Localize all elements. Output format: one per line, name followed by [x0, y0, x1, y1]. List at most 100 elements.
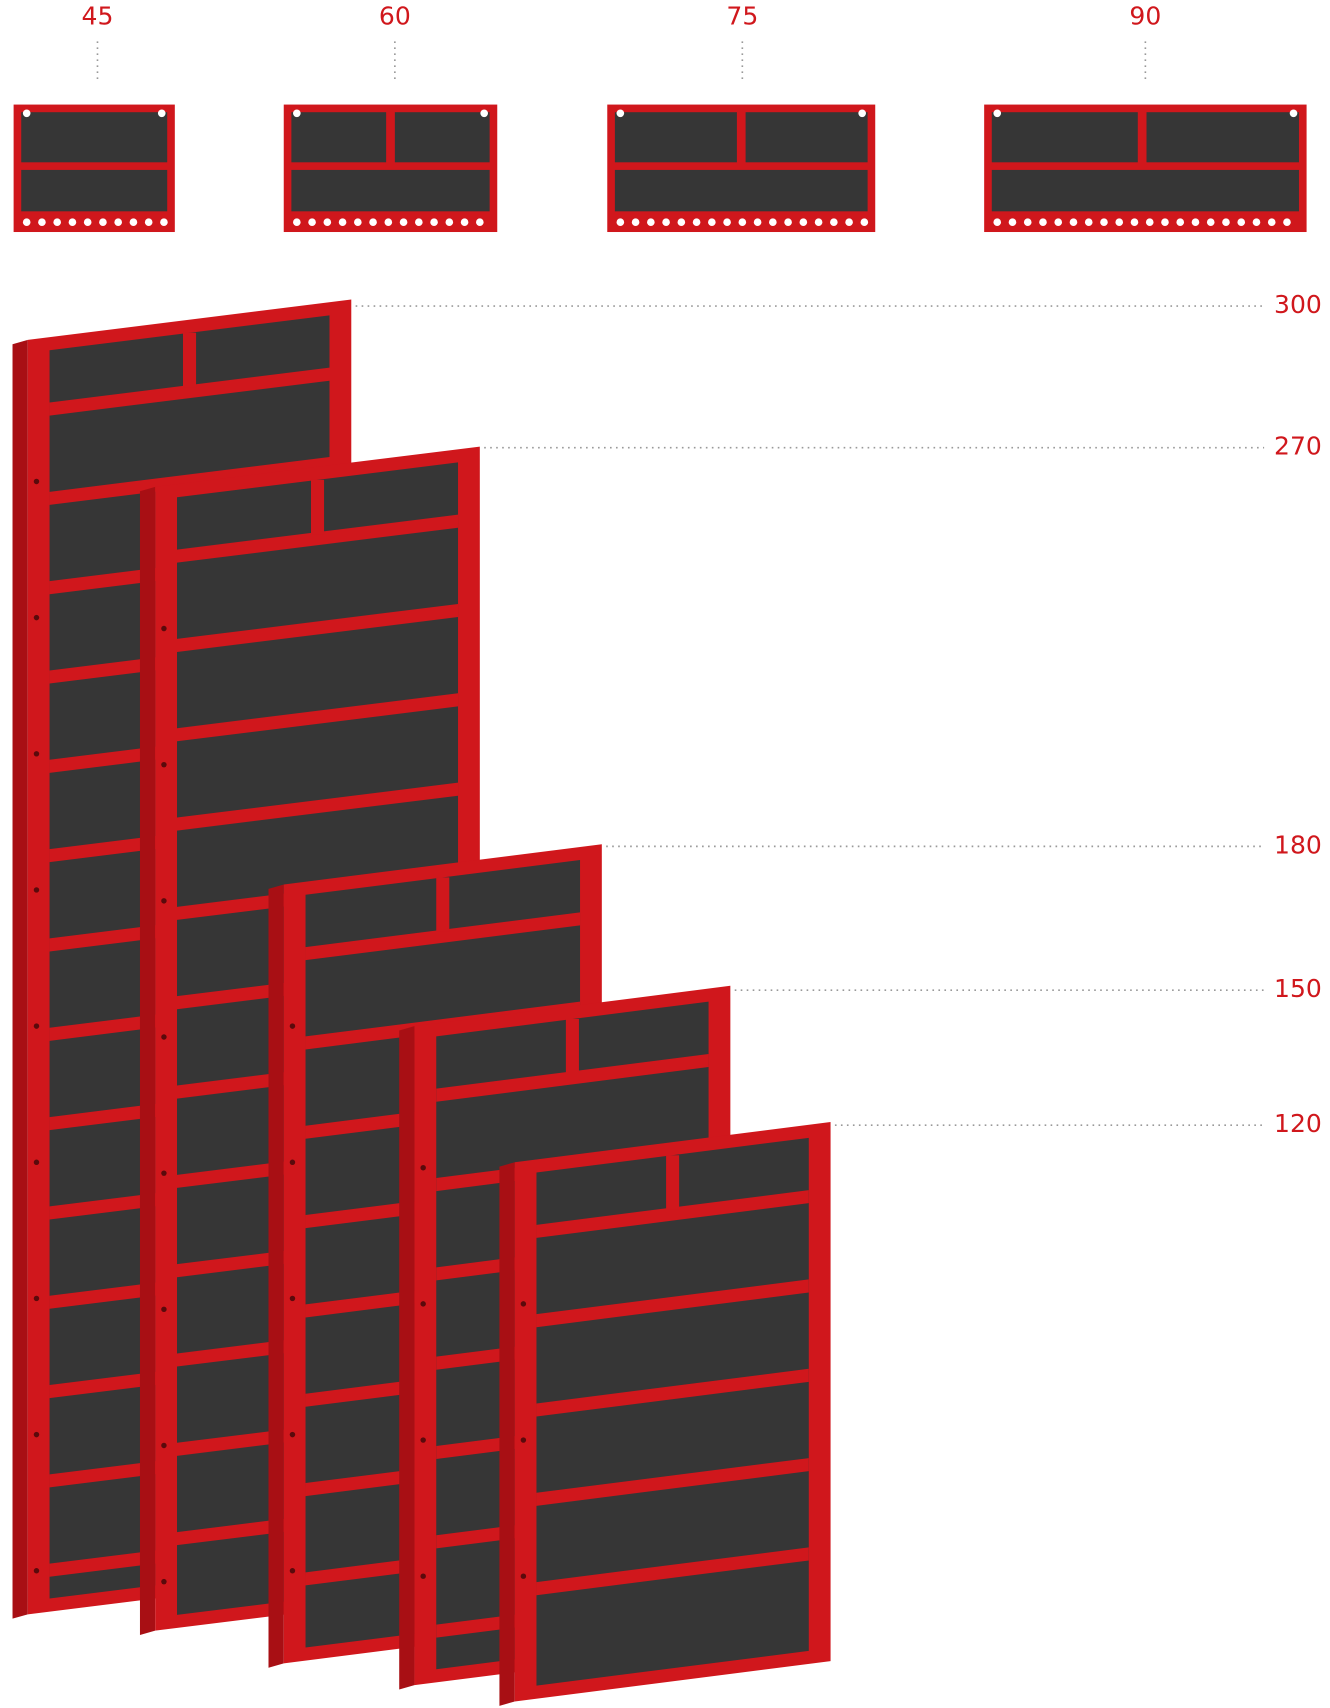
plan-hole	[369, 218, 377, 227]
panel-hole	[161, 1442, 167, 1449]
panel-hole	[161, 1034, 167, 1040]
plan-hole	[692, 218, 701, 227]
plan-hole	[293, 109, 301, 118]
plan-cell	[614, 112, 737, 163]
plan-hole	[415, 218, 423, 227]
plan-hole	[129, 218, 138, 227]
plan-hole	[677, 218, 686, 227]
panel-rib	[310, 479, 325, 535]
plan-hole	[662, 218, 670, 227]
panel-hole	[33, 1159, 40, 1165]
width-label: 60	[379, 1, 411, 30]
plan-hole	[814, 218, 823, 227]
panel-hole	[33, 1431, 40, 1438]
plan-hole	[1289, 109, 1298, 118]
plan-hole	[723, 218, 731, 227]
panel-hole	[161, 1170, 167, 1176]
panel-side	[12, 339, 28, 1619]
plan-hole	[1161, 218, 1169, 227]
plan-hole	[830, 218, 838, 227]
plan-hole	[993, 218, 1002, 227]
plan-cell	[21, 169, 168, 212]
plan-cell	[291, 169, 490, 212]
plan-hole	[616, 109, 625, 118]
panel-hole	[33, 1023, 40, 1029]
plan-hole	[1252, 218, 1261, 227]
plan-hole	[1267, 218, 1276, 227]
plan-hole	[308, 218, 316, 227]
plan-hole	[616, 218, 625, 227]
height-label: 270	[1274, 432, 1322, 461]
panel-side	[268, 884, 284, 1668]
panel-hole	[520, 1301, 527, 1307]
panel-hole	[33, 1568, 40, 1574]
panel-hole	[289, 1431, 296, 1438]
panel-rib	[436, 877, 450, 932]
plan-hole	[114, 218, 122, 227]
plan-hole	[1130, 218, 1139, 227]
plan-cell	[21, 112, 168, 163]
height-label: 150	[1274, 974, 1322, 1003]
panel-hole	[33, 751, 40, 757]
panel-rib	[565, 1019, 579, 1074]
plan-hole	[460, 218, 469, 227]
height-label: 120	[1274, 1109, 1322, 1138]
panel-hole	[33, 478, 40, 485]
plan-hole	[480, 109, 488, 118]
panel-rib	[177, 782, 459, 831]
plan-hole	[993, 109, 1002, 118]
panel-hole	[520, 1437, 527, 1443]
plan-hole	[99, 218, 107, 227]
plan-cell	[991, 169, 1299, 212]
panel-hole	[161, 1578, 167, 1585]
plan-hole	[799, 218, 808, 227]
plan-hole	[784, 218, 792, 227]
panel-hole	[33, 1295, 40, 1302]
panel-side	[399, 1026, 415, 1690]
panel-rib	[177, 693, 459, 742]
plan-hole	[38, 218, 46, 227]
plan-hole	[753, 218, 762, 227]
plan-hole	[1237, 218, 1246, 227]
plan-hole	[68, 218, 77, 227]
plan-cell	[394, 112, 490, 163]
plan-hole	[1084, 218, 1093, 227]
plan-hole	[83, 218, 92, 227]
plan-hole	[160, 218, 168, 227]
panel-hole	[33, 614, 40, 621]
panel-hole	[161, 898, 167, 904]
height-label: 180	[1274, 830, 1322, 859]
panel-side	[139, 486, 156, 1636]
plan-hole	[1008, 218, 1017, 227]
panel-hole	[420, 1164, 426, 1171]
plan-hole	[1176, 218, 1185, 227]
panel-hole	[289, 1295, 296, 1302]
labels: 45 60 75 90 300 270 180 150 120	[82, 1, 1322, 1138]
plan-hole	[22, 218, 31, 227]
panel-rib	[49, 456, 330, 505]
panel-hole	[520, 1573, 527, 1579]
plan-hole	[445, 218, 454, 227]
panel-hole	[289, 1568, 296, 1574]
plan-hole	[860, 218, 869, 227]
plan-hole	[476, 218, 484, 227]
panel-rib	[536, 1458, 809, 1506]
plan-hole	[157, 109, 166, 118]
plan-hole	[384, 218, 393, 227]
plan-cell	[745, 112, 868, 163]
panel-hole	[289, 1159, 296, 1165]
plan-hole	[293, 218, 301, 227]
panel-hole	[161, 761, 167, 768]
panel-rib	[305, 912, 581, 961]
plan-hole	[53, 218, 61, 227]
panel-hole	[289, 1023, 296, 1029]
panel-hole	[420, 1573, 426, 1579]
formwork-panel	[499, 1121, 831, 1706]
plan-hole	[1054, 218, 1063, 227]
panel-rib	[536, 1190, 809, 1238]
panel-sheet	[536, 1137, 809, 1686]
plan-hole	[354, 218, 362, 227]
panel-rib	[177, 514, 459, 563]
plan-cell	[614, 169, 868, 212]
